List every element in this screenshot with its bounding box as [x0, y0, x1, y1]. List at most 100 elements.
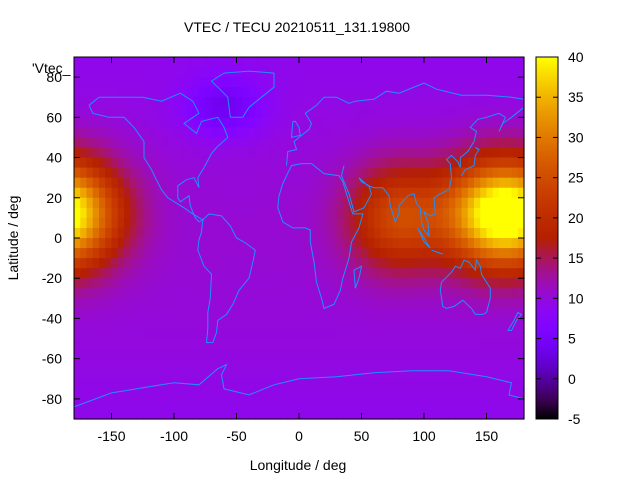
heatmap-cell	[142, 227, 150, 239]
heatmap-cell	[380, 268, 388, 279]
heatmap-cell	[430, 127, 438, 139]
heatmap-cell	[274, 328, 281, 340]
heatmap-cell	[442, 127, 450, 139]
heatmap-cell	[474, 388, 481, 400]
heatmap-cell	[167, 298, 175, 309]
heatmap-cell	[167, 187, 175, 199]
heatmap-cell	[511, 67, 519, 78]
heatmap-cell	[99, 348, 106, 360]
heatmap-cell	[311, 107, 319, 118]
heatmap-cell	[267, 177, 275, 189]
heatmap-cell	[242, 398, 250, 410]
heatmap-cell	[361, 398, 369, 410]
heatmap-cell	[511, 217, 519, 229]
heatmap-cell	[486, 147, 494, 159]
heatmap-cell	[349, 127, 356, 139]
heatmap-cell	[167, 227, 175, 239]
heatmap-cell	[417, 77, 425, 88]
heatmap-cell	[499, 127, 506, 139]
heatmap-cell	[274, 77, 281, 88]
heatmap-cell	[124, 227, 131, 239]
heatmap-cell	[117, 147, 125, 159]
heatmap-cell	[255, 328, 263, 340]
heatmap-cell	[99, 167, 106, 179]
heatmap-cell	[124, 318, 131, 330]
heatmap-cell	[255, 167, 263, 179]
heatmap-cell	[324, 67, 331, 78]
heatmap-cell	[449, 127, 456, 139]
heatmap-cell	[142, 77, 150, 88]
heatmap-cell	[180, 288, 188, 299]
heatmap-cell	[136, 87, 144, 98]
heatmap-cell	[261, 147, 269, 159]
heatmap-cell	[399, 207, 406, 219]
heatmap-cell	[474, 408, 481, 420]
heatmap-cell	[330, 298, 338, 309]
heatmap-cell	[267, 398, 275, 410]
heatmap-cell	[330, 147, 338, 159]
heatmap-cell	[349, 107, 356, 118]
heatmap-cell	[161, 328, 169, 340]
heatmap-cell	[361, 67, 369, 78]
heatmap-cell	[99, 368, 106, 380]
heatmap-cell	[136, 398, 144, 410]
heatmap-cell	[224, 348, 231, 360]
y-tick-label: -80	[42, 391, 62, 407]
heatmap-cell	[80, 268, 88, 279]
heatmap-cell	[74, 57, 81, 68]
heatmap-cell	[105, 67, 113, 78]
heatmap-cell	[149, 338, 156, 350]
heatmap-cell	[255, 378, 263, 390]
heatmap-cell	[367, 368, 375, 380]
heatmap-cell	[386, 238, 394, 249]
heatmap-cell	[517, 238, 525, 249]
heatmap-cell	[517, 157, 525, 169]
heatmap-cell	[186, 67, 194, 78]
heatmap-cell	[417, 117, 425, 128]
heatmap-cell	[149, 298, 156, 309]
heatmap-cell	[342, 348, 350, 360]
heatmap-cell	[224, 117, 231, 128]
heatmap-cell	[505, 258, 513, 269]
heatmap-cell	[217, 217, 225, 229]
heatmap-cell	[136, 67, 144, 78]
heatmap-cell	[461, 137, 469, 149]
heatmap-cell	[467, 177, 475, 189]
heatmap-cell	[492, 408, 500, 420]
heatmap-cell	[242, 278, 250, 289]
heatmap-cell	[286, 328, 294, 340]
heatmap-cell	[80, 107, 88, 118]
heatmap-cell	[249, 177, 256, 189]
heatmap-cell	[136, 338, 144, 350]
heatmap-cell	[111, 137, 119, 149]
heatmap-cell	[155, 177, 163, 189]
heatmap-cell	[267, 268, 275, 279]
heatmap-cell	[392, 288, 400, 299]
heatmap-cell	[436, 107, 444, 118]
heatmap-cell	[186, 278, 194, 289]
heatmap-cell	[236, 238, 244, 249]
heatmap-cell	[467, 67, 475, 78]
heatmap-cell	[111, 378, 119, 390]
heatmap-cell	[392, 147, 400, 159]
heatmap-cell	[505, 67, 513, 78]
heatmap-cell	[249, 238, 256, 249]
heatmap-cell	[124, 147, 131, 159]
heatmap-cell	[361, 408, 369, 420]
heatmap-cell	[192, 398, 200, 410]
heatmap-cell	[449, 107, 456, 118]
heatmap-cell	[174, 117, 181, 128]
heatmap-cell	[230, 338, 238, 350]
heatmap-cell	[305, 348, 313, 360]
heatmap-cell	[449, 117, 456, 128]
heatmap-cell	[336, 348, 344, 360]
heatmap-cell	[361, 137, 369, 149]
heatmap-cell	[261, 248, 269, 259]
heatmap-cell	[142, 217, 150, 229]
heatmap-cell	[80, 137, 88, 149]
heatmap-cell	[174, 87, 181, 98]
heatmap-cell	[205, 238, 213, 249]
heatmap-cell	[199, 227, 206, 239]
heatmap-cell	[92, 187, 100, 199]
heatmap-cell	[480, 338, 488, 350]
